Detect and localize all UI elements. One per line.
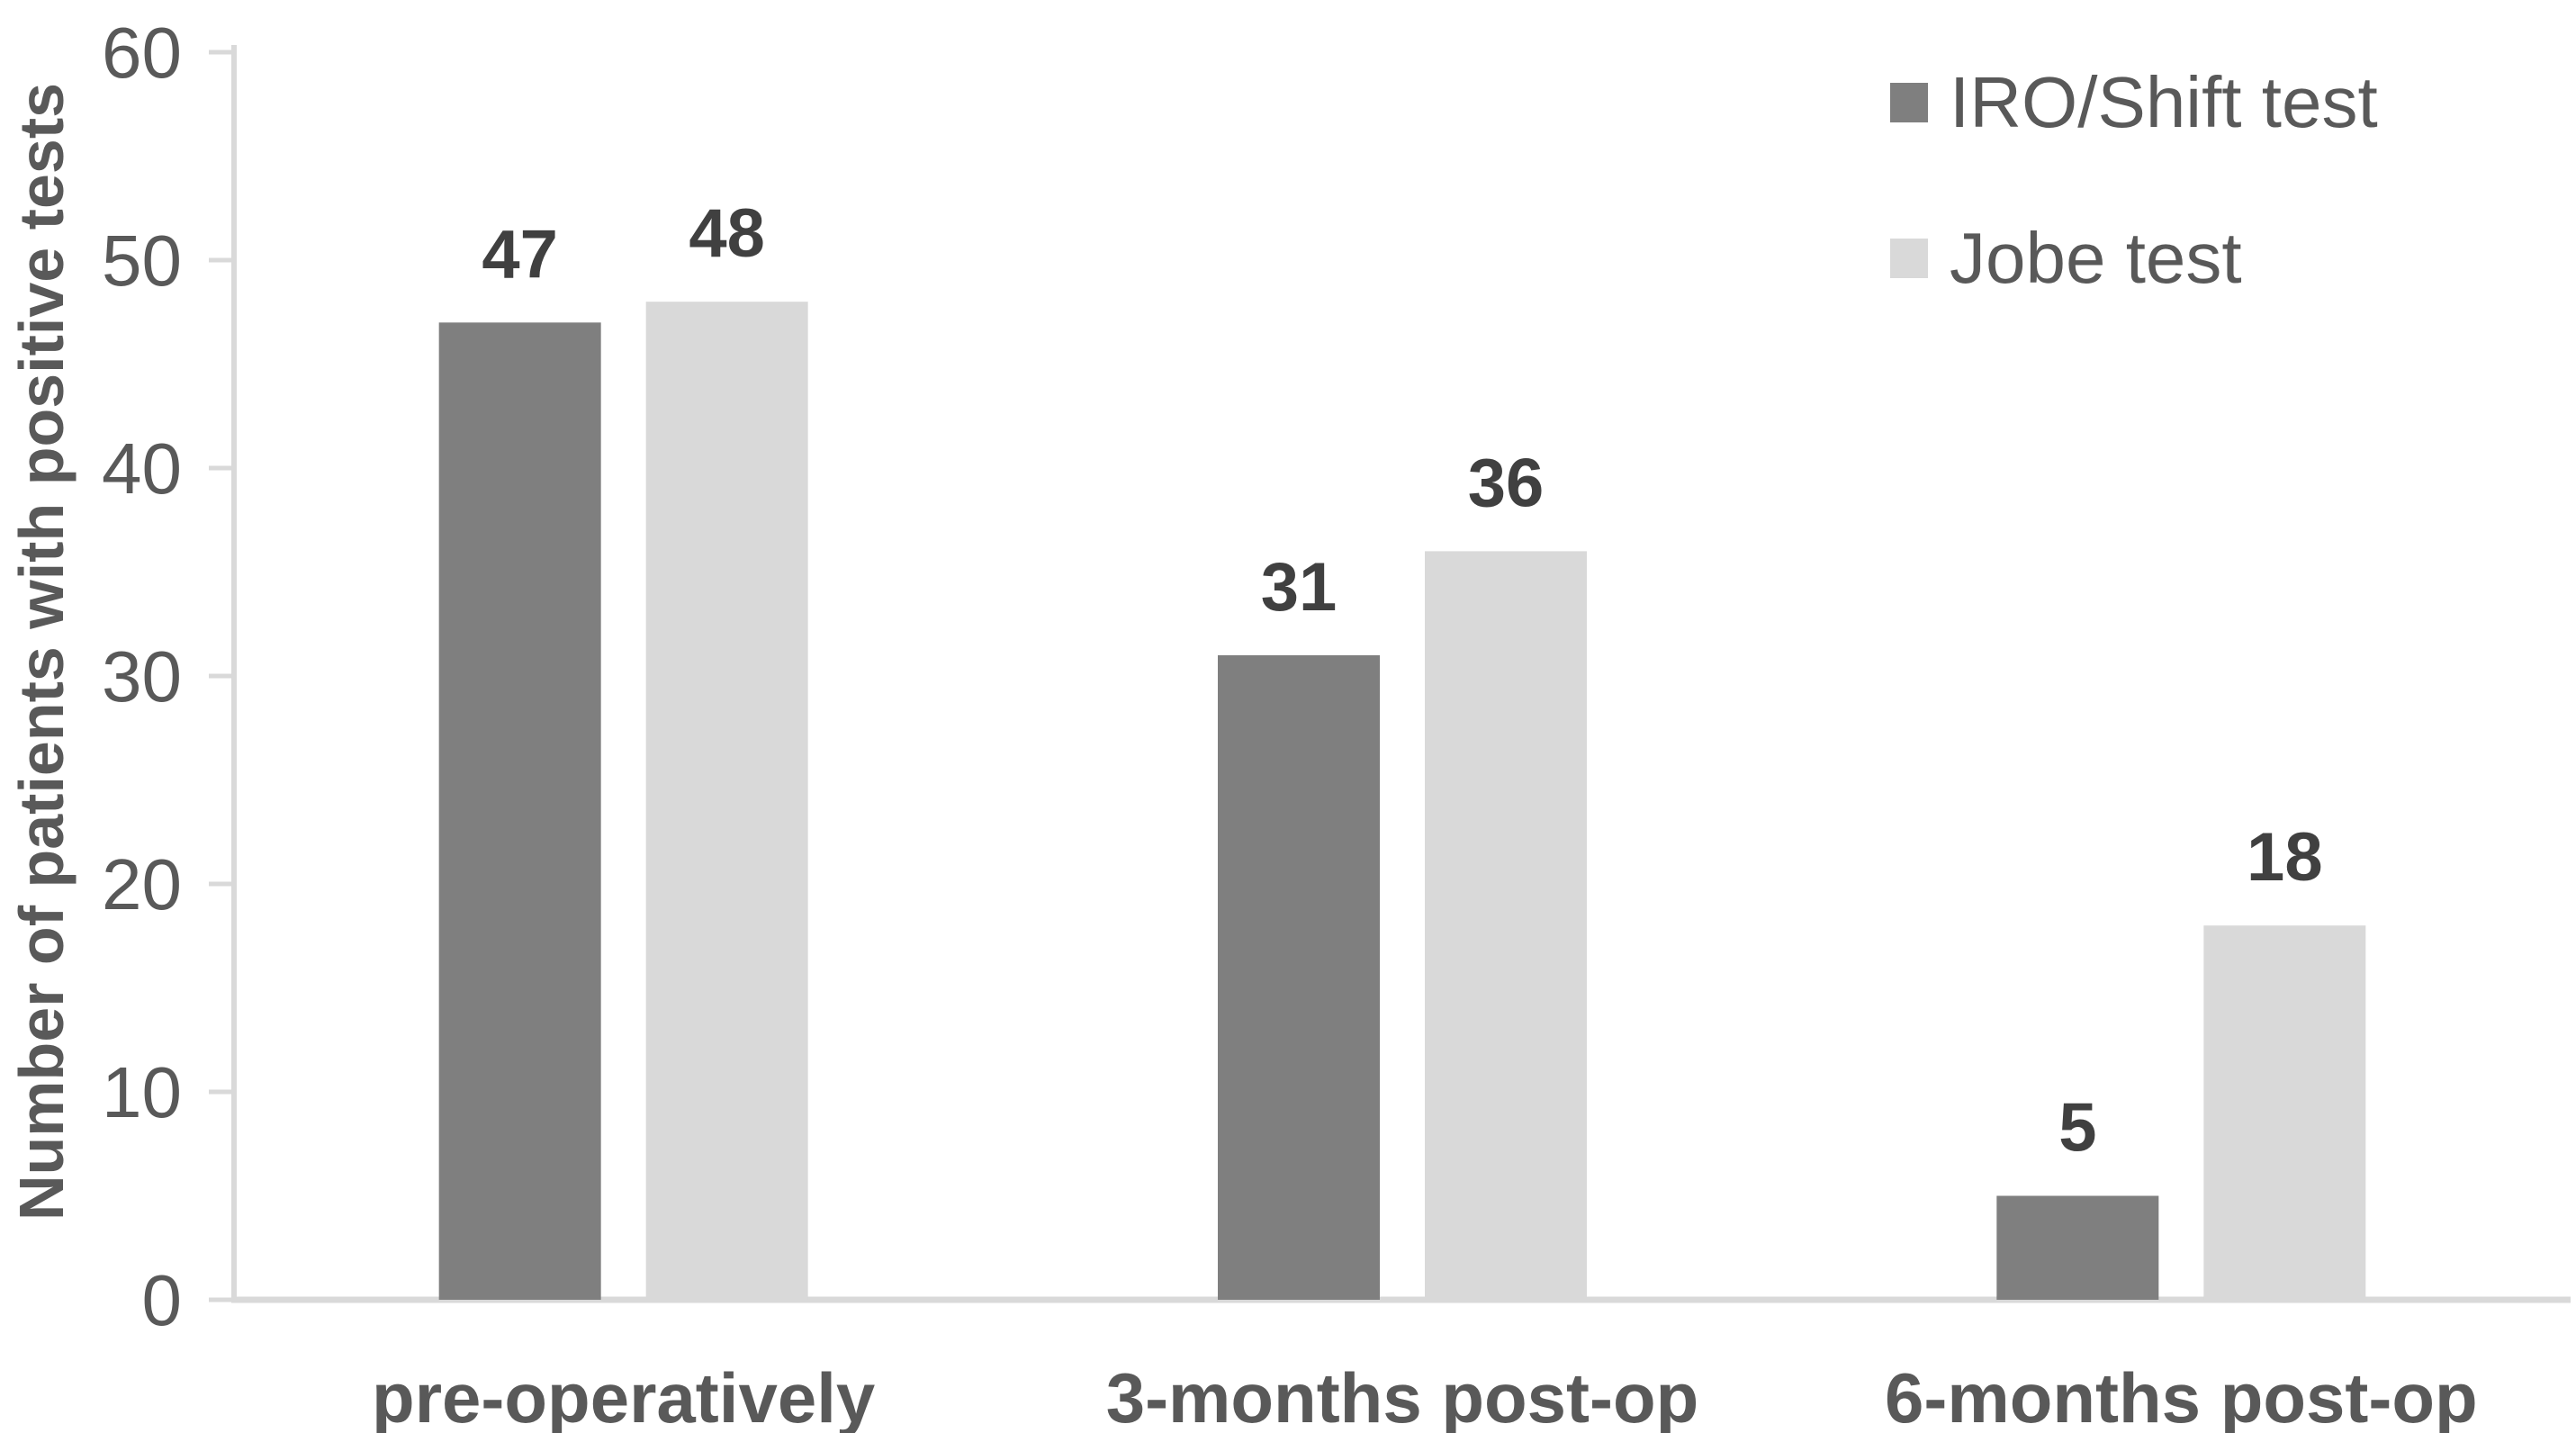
bar-jobe-test-6-months-post-op [2203,925,2366,1300]
value-label-jobe-test-pre-operatively: 48 [689,195,765,272]
value-label-jobe-test-3-months-post-op: 36 [1468,445,1545,521]
legend-label-iro-shift-test: IRO/Shift test [1950,62,2378,142]
legend-item-iro-shift-test: IRO/Shift test [1890,61,2378,144]
value-label-jobe-test-6-months-post-op: 18 [2247,819,2323,896]
y-tick-label-60: 60 [102,13,182,93]
category-label-3-months-post-op: 3-months post-op [1106,1358,1699,1433]
y-tick-label-0: 0 [142,1260,183,1340]
legend: IRO/Shift test Jobe test [1890,61,2378,300]
y-tick-label-20: 20 [102,844,182,924]
bar-jobe-test-pre-operatively [645,302,808,1301]
legend-swatch-iro-shift-test [1890,83,1928,122]
bar-iro-shift-test-3-months-post-op [1218,654,1380,1300]
legend-swatch-jobe-test [1890,239,1928,278]
y-tick-label-50: 50 [102,221,182,301]
value-label-iro-shift-test-6-months-post-op: 5 [2058,1090,2096,1167]
category-label-6-months-post-op: 6-months post-op [1885,1358,2478,1433]
category-label-pre-operatively: pre-operatively [372,1358,875,1433]
y-tick-label-40: 40 [102,428,182,509]
value-label-iro-shift-test-3-months-post-op: 31 [1261,549,1338,626]
bar-iro-shift-test-pre-operatively [438,322,601,1300]
legend-label-jobe-test: Jobe test [1950,218,2242,298]
legend-item-jobe-test: Jobe test [1890,217,2378,300]
value-label-iro-shift-test-pre-operatively: 47 [482,216,558,293]
bar-iro-shift-test-6-months-post-op [1996,1195,2159,1300]
y-tick-label-30: 30 [102,636,182,716]
y-tick-label-10: 10 [102,1052,182,1132]
bar-jobe-test-3-months-post-op [1425,551,1587,1300]
